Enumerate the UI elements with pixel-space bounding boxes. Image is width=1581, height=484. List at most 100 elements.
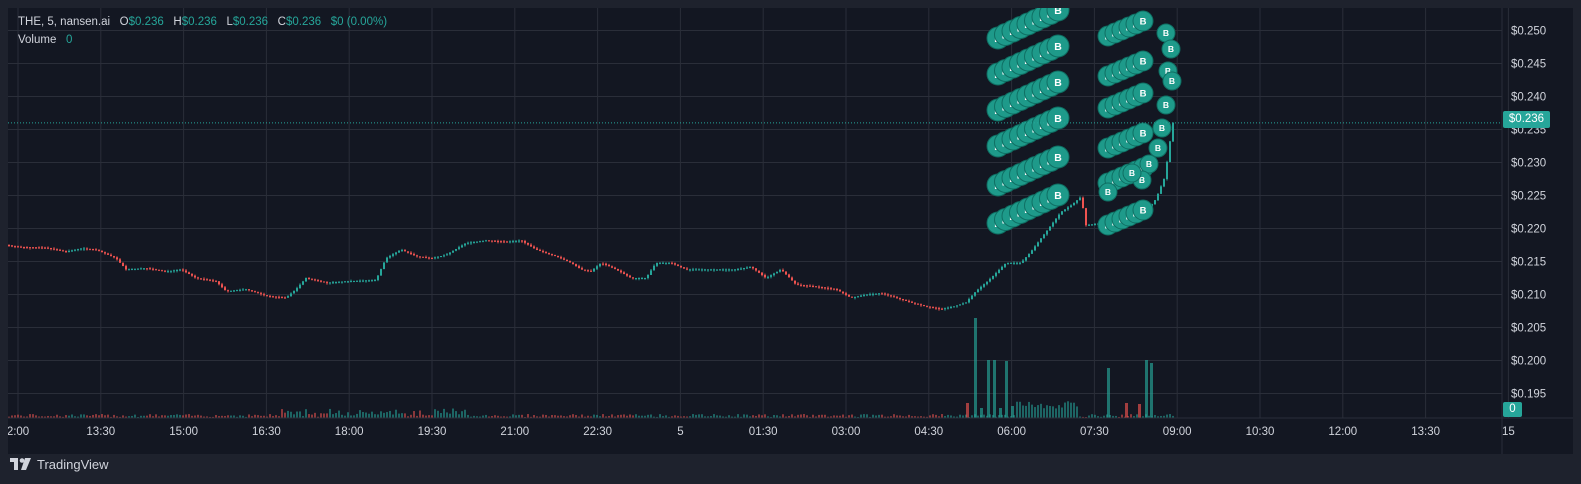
volume-bar bbox=[536, 416, 538, 418]
time-axis: 2:00 13:30 15:00 16:30 18:00 19:30 21:00 22:30 5… bbox=[8, 426, 1515, 438]
volume-bar bbox=[191, 415, 193, 418]
volume-bar bbox=[311, 414, 313, 418]
volume-bar bbox=[476, 416, 478, 418]
candle-body bbox=[257, 292, 259, 294]
candle-body bbox=[230, 290, 232, 292]
volume-bar bbox=[137, 416, 139, 418]
candle-body bbox=[401, 250, 403, 252]
volume-bar bbox=[260, 415, 262, 418]
candle-body bbox=[584, 269, 586, 271]
low-value: $0.236 bbox=[232, 16, 269, 28]
volume-bar bbox=[953, 416, 955, 418]
volume-bar bbox=[1082, 416, 1084, 418]
candle-body bbox=[755, 268, 757, 271]
candle-body bbox=[314, 279, 316, 281]
candle-body bbox=[1043, 234, 1045, 239]
candle-body bbox=[947, 307, 949, 309]
chart-canvas[interactable]: BBBBBBBBBBBBBBBBBBBBBBBBBBBBBBBBBBBBBBBB… bbox=[8, 8, 1573, 454]
volume-bar bbox=[671, 416, 673, 418]
candle-body bbox=[290, 293, 292, 297]
candle-body bbox=[26, 247, 28, 249]
candle-body bbox=[233, 290, 235, 292]
volume-bar bbox=[800, 414, 802, 418]
volume-bar bbox=[824, 414, 826, 418]
candle-body bbox=[1076, 200, 1078, 203]
candle-body bbox=[362, 280, 364, 282]
volume-bar bbox=[893, 414, 895, 418]
volume-bar bbox=[719, 415, 721, 418]
volume-bar bbox=[1091, 414, 1093, 418]
volume-label[interactable]: Volume bbox=[18, 34, 57, 46]
candle-body bbox=[179, 269, 181, 271]
candle-body bbox=[338, 281, 340, 283]
candle-body bbox=[770, 275, 772, 277]
candle-body bbox=[752, 266, 754, 269]
candle-body bbox=[443, 255, 445, 257]
buy-marker: B bbox=[1152, 118, 1172, 138]
volume-bar bbox=[1070, 402, 1072, 418]
candle-body bbox=[458, 247, 460, 249]
volume-bar bbox=[530, 416, 532, 418]
candle-body bbox=[857, 296, 859, 298]
candle-body bbox=[500, 241, 502, 243]
candle-body bbox=[185, 270, 187, 273]
candle-body bbox=[821, 286, 823, 288]
volume-bar bbox=[821, 414, 823, 418]
candle-body bbox=[881, 293, 883, 295]
volume-bar bbox=[233, 415, 235, 418]
volume-bar bbox=[1154, 415, 1156, 418]
volume-bar bbox=[926, 416, 928, 418]
candle-body bbox=[1091, 224, 1093, 226]
volume-bar bbox=[644, 415, 646, 418]
volume-bar bbox=[503, 416, 505, 418]
volume-bar bbox=[287, 410, 289, 418]
candle-body bbox=[740, 268, 742, 270]
candle-body bbox=[299, 284, 301, 289]
tradingview-logo[interactable]: TradingView bbox=[10, 455, 109, 473]
candle-body bbox=[524, 240, 526, 243]
candle-body bbox=[1004, 263, 1006, 267]
price-chart[interactable]: BBBBBBBBBBBBBBBBBBBBBBBBBBBBBBBBBBBBBBBB… bbox=[8, 8, 1573, 454]
volume-bar bbox=[1103, 415, 1105, 418]
volume-bar bbox=[515, 415, 517, 418]
volume-bar bbox=[848, 415, 850, 418]
candle-body bbox=[860, 295, 862, 297]
candle-body bbox=[662, 262, 664, 264]
candle-body bbox=[284, 297, 286, 299]
volume-bar bbox=[566, 416, 568, 418]
candle-body bbox=[632, 277, 634, 279]
candle-body bbox=[320, 280, 322, 282]
volume-bar bbox=[1133, 416, 1135, 418]
buy-marker: B bbox=[1098, 182, 1118, 202]
grid-lines bbox=[8, 8, 1509, 418]
candle-body bbox=[470, 242, 472, 244]
buy-marker-label: B bbox=[1169, 76, 1175, 86]
volume-bar bbox=[518, 414, 520, 418]
volume-bar bbox=[266, 416, 268, 418]
candle-body bbox=[149, 268, 151, 270]
volume-bar bbox=[26, 416, 28, 418]
candle-body bbox=[743, 268, 745, 270]
volume-bar bbox=[194, 415, 196, 418]
volume-bar bbox=[737, 414, 739, 418]
open-key: O bbox=[119, 16, 129, 28]
candle-body bbox=[578, 266, 580, 269]
volume-bar bbox=[158, 416, 160, 418]
volume-bar bbox=[497, 415, 499, 418]
candle-body bbox=[1067, 207, 1069, 210]
volume-bar bbox=[545, 414, 547, 418]
candle-body bbox=[488, 240, 490, 242]
candle-body bbox=[341, 281, 343, 283]
candle-body bbox=[1013, 262, 1015, 264]
volume-bar bbox=[254, 414, 256, 418]
candle-body bbox=[782, 269, 784, 272]
candle-body bbox=[1049, 226, 1051, 231]
volume-bar bbox=[818, 414, 820, 418]
candle-body bbox=[422, 256, 424, 258]
volume-bar bbox=[413, 411, 415, 418]
buy-marker: B bbox=[1046, 106, 1070, 130]
symbol-label[interactable]: THE, 5, nansen.ai bbox=[18, 16, 111, 28]
volume-bar bbox=[854, 416, 856, 418]
volume-bar bbox=[1148, 415, 1150, 418]
volume-bar bbox=[437, 410, 439, 418]
